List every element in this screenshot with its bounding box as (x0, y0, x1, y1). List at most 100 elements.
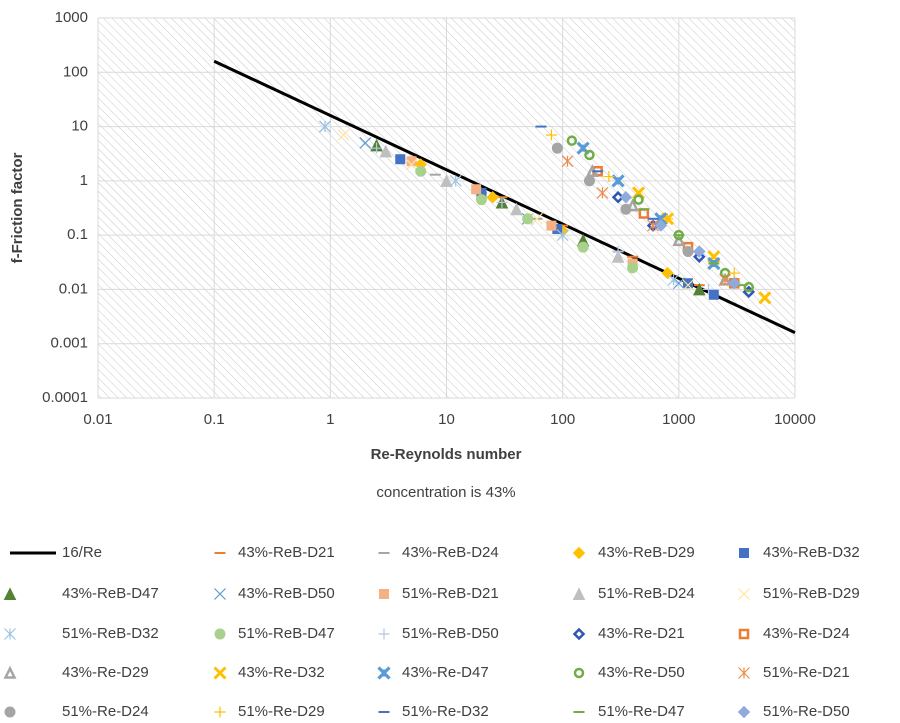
point (672, 277, 685, 290)
point (551, 142, 563, 154)
point (603, 171, 615, 183)
legend-label: 43%-Re-D47 (402, 664, 489, 681)
legend-label: 43%-ReB-D21 (238, 544, 335, 561)
point (611, 190, 625, 204)
legend-label: 43%-Re-D24 (763, 625, 850, 642)
legend-label: 51%-ReB-D50 (402, 625, 499, 642)
legend-label: 43%-ReB-D47 (62, 585, 159, 602)
x-tick-label: 10000 (774, 411, 816, 428)
legend-label: 43%-ReB-D24 (402, 544, 499, 561)
point (702, 283, 714, 295)
legend-label: 51%-ReB-D47 (238, 625, 335, 642)
point (672, 233, 686, 247)
legend-swatch (213, 666, 227, 680)
point (561, 155, 574, 168)
point (596, 186, 609, 199)
point (619, 190, 633, 204)
legend-label: 51%-ReB-D32 (62, 625, 159, 642)
point (546, 220, 557, 231)
legend-swatch (573, 667, 585, 679)
legend-swatch (3, 665, 17, 679)
legend-label: 51%-Re-D29 (238, 703, 325, 720)
point (510, 202, 523, 216)
point (449, 174, 462, 187)
point (683, 278, 694, 289)
point (337, 129, 350, 141)
y-tick-label: 10 (71, 118, 88, 135)
x-axis-title: Re-Reynolds number (371, 446, 522, 463)
point (743, 281, 755, 293)
point (667, 273, 680, 286)
point (556, 229, 569, 242)
point (728, 267, 740, 279)
y-tick-label: 1000 (55, 9, 88, 26)
point (496, 196, 508, 208)
point (708, 289, 719, 300)
point (758, 291, 772, 305)
point (693, 250, 706, 264)
legend-swatch (214, 628, 226, 640)
legend-label: 51%-Re-D21 (763, 664, 850, 681)
legend-swatch (214, 588, 226, 600)
legend-swatch (738, 588, 750, 600)
point (522, 213, 534, 225)
point (475, 194, 487, 206)
legend-label: 43%-Re-D21 (598, 625, 685, 642)
legend-swatch (4, 706, 16, 718)
point (693, 245, 706, 258)
point (682, 279, 694, 292)
x-tick-label: 10 (438, 411, 455, 428)
point (577, 241, 589, 253)
point (592, 166, 603, 177)
point (440, 174, 453, 187)
legend-swatch (738, 667, 750, 679)
legend-label: 43%-Re-D29 (62, 664, 149, 681)
point (530, 212, 543, 225)
legend-swatch (739, 548, 749, 558)
x-tick-label: 0.01 (83, 411, 112, 428)
point (583, 175, 595, 187)
y-tick-label: 0.0001 (42, 389, 88, 406)
legend-label: 51%-Re-D50 (763, 703, 850, 720)
legend-label: 16/Re (62, 544, 102, 561)
point (611, 174, 625, 188)
point (584, 149, 595, 161)
legend-label: 51%-Re-D47 (598, 703, 685, 720)
point (319, 120, 331, 133)
point (627, 262, 639, 274)
point (661, 266, 674, 280)
legend-label: 43%-ReB-D29 (598, 544, 695, 561)
point (545, 129, 557, 141)
y-tick-label: 0.1 (67, 226, 88, 243)
legend-swatch (378, 628, 390, 640)
y-tick-label: 1 (80, 172, 88, 189)
point (692, 282, 706, 296)
y-tick-label: 100 (63, 63, 88, 80)
point (405, 158, 418, 171)
legend-swatch (572, 546, 586, 560)
point (406, 156, 417, 167)
legend-label: 51%-ReB-D29 (763, 585, 860, 602)
legend-swatch (214, 706, 226, 718)
legend-label: 43%-ReB-D32 (763, 544, 860, 561)
legend-label: 43%-Re-D50 (598, 664, 685, 681)
legend-swatch (4, 628, 16, 640)
point (359, 136, 372, 149)
legend-label: 51%-Re-D32 (402, 703, 489, 720)
x-tick-label: 100 (550, 411, 575, 428)
point (662, 213, 674, 225)
point (379, 144, 393, 158)
legend-swatch (377, 666, 391, 680)
y-axis-title: f-Friction factor (9, 152, 26, 263)
x-tick-label: 0.1 (204, 411, 225, 428)
point (612, 245, 624, 257)
x-tick-label: 1 (326, 411, 334, 428)
point (471, 184, 482, 195)
point (371, 142, 383, 154)
legend-swatch (3, 587, 17, 600)
legend-label: 51%-Re-D24 (62, 703, 149, 720)
point (415, 165, 427, 177)
point (626, 198, 640, 212)
y-tick-label: 0.01 (59, 280, 88, 297)
